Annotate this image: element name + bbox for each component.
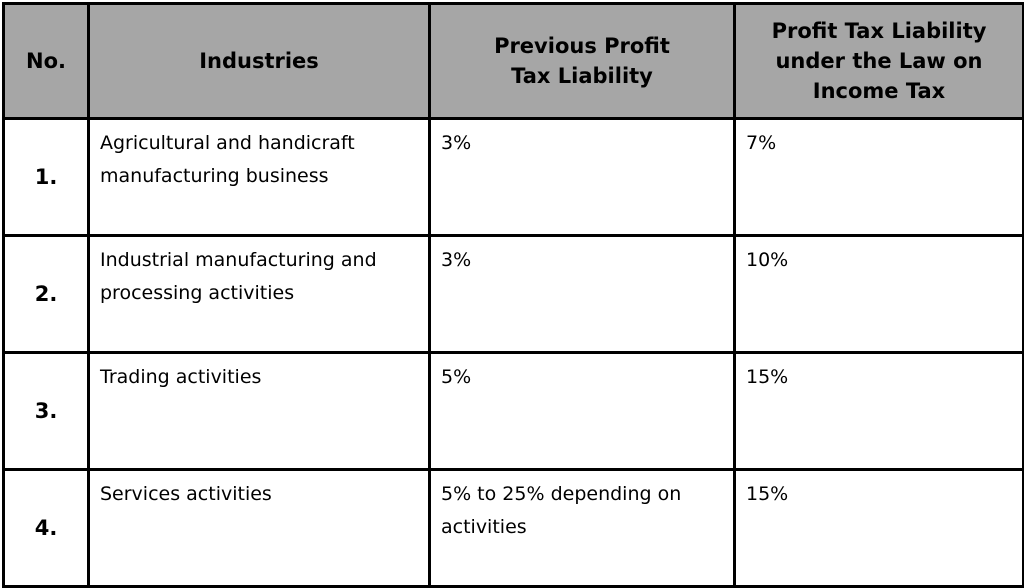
- new-tax-cell: 15%: [733, 468, 1024, 588]
- new-tax-cell: 7%: [733, 117, 1024, 237]
- industry-cell: Trading activities: [87, 351, 431, 471]
- table-row: 1. Agricultural and handicraft manufactu…: [2, 117, 1024, 237]
- new-tax-cell: 15%: [733, 351, 1024, 471]
- row-number: 2.: [2, 234, 90, 354]
- industry-cell: Services activities: [87, 468, 431, 588]
- header-previous-tax: Previous Profit Tax Liability: [428, 2, 736, 120]
- previous-tax-cell: 5% to 25% depending on activities: [428, 468, 736, 588]
- industry-cell: Agricultural and handicraft manufacturin…: [87, 117, 431, 237]
- row-number: 3.: [2, 351, 90, 471]
- table-row: 3. Trading activities 5% 15%: [2, 351, 1024, 471]
- new-tax-cell: 10%: [733, 234, 1024, 354]
- previous-tax-cell: 5%: [428, 351, 736, 471]
- row-number: 4.: [2, 468, 90, 588]
- header-row: No. Industries Previous Profit Tax Liabi…: [2, 2, 1024, 120]
- table-row: 2. Industrial manufacturing and processi…: [2, 234, 1024, 354]
- header-industries: Industries: [87, 2, 431, 120]
- header-new-tax: Profit Tax Liability under the Law on In…: [733, 2, 1024, 120]
- row-number: 1.: [2, 117, 90, 237]
- previous-tax-cell: 3%: [428, 117, 736, 237]
- header-no: No.: [2, 2, 90, 120]
- previous-tax-cell: 3%: [428, 234, 736, 354]
- table-row: 4. Services activities 5% to 25% dependi…: [2, 468, 1024, 588]
- industry-cell: Industrial manufacturing and processing …: [87, 234, 431, 354]
